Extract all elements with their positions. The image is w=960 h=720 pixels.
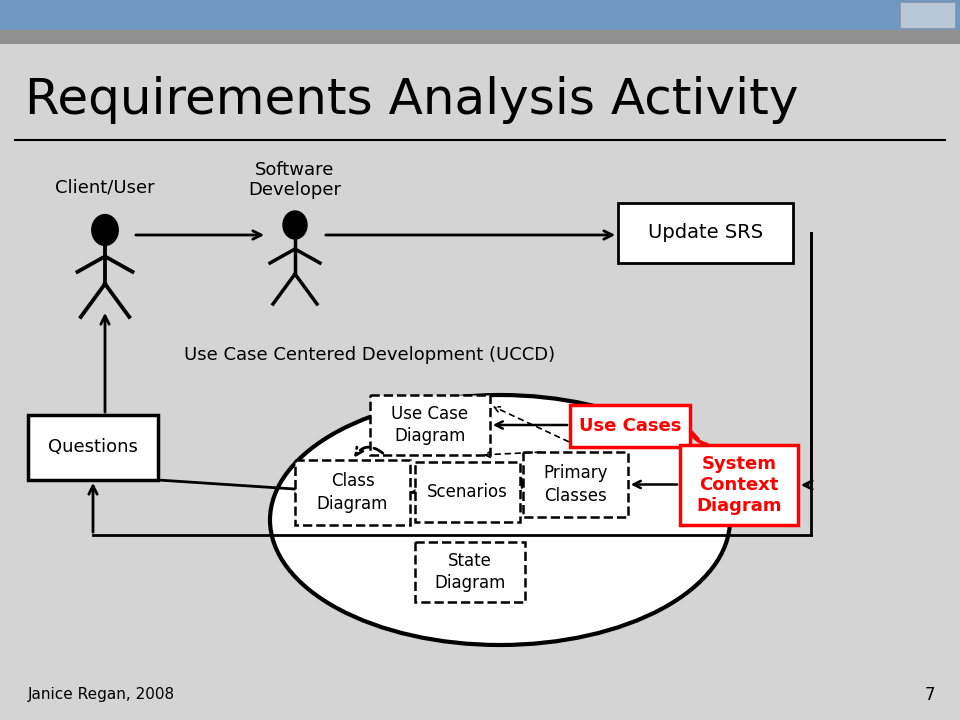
Bar bbox=[523, 452, 628, 517]
Bar bbox=[570, 405, 690, 447]
Text: Use Cases: Use Cases bbox=[579, 417, 682, 435]
Text: Questions: Questions bbox=[48, 438, 138, 456]
Bar bbox=[370, 395, 490, 455]
Text: State
Diagram: State Diagram bbox=[434, 552, 506, 592]
FancyArrowPatch shape bbox=[485, 451, 540, 457]
FancyArrowPatch shape bbox=[356, 447, 383, 455]
Text: System
Context
Diagram: System Context Diagram bbox=[696, 455, 781, 515]
Text: Use Case Centered Development (UCCD): Use Case Centered Development (UCCD) bbox=[184, 346, 556, 364]
Text: 7: 7 bbox=[924, 686, 935, 704]
Text: Update SRS: Update SRS bbox=[648, 223, 763, 243]
Text: Requirements Analysis Activity: Requirements Analysis Activity bbox=[25, 76, 799, 124]
Text: Class
Diagram: Class Diagram bbox=[317, 472, 388, 513]
Text: Scenarios: Scenarios bbox=[427, 483, 508, 501]
Bar bbox=[0, 0, 960, 30]
Bar bbox=[295, 460, 410, 525]
Bar bbox=[415, 462, 520, 522]
Bar bbox=[900, 2, 955, 28]
Ellipse shape bbox=[270, 395, 730, 645]
Bar bbox=[618, 203, 793, 263]
Ellipse shape bbox=[92, 215, 118, 246]
Text: Primary
Classes: Primary Classes bbox=[543, 464, 608, 505]
Bar bbox=[28, 415, 158, 480]
Bar bbox=[680, 445, 798, 525]
Text: Software
Developer: Software Developer bbox=[249, 161, 342, 199]
FancyArrowPatch shape bbox=[494, 407, 578, 446]
Bar bbox=[0, 30, 960, 44]
Ellipse shape bbox=[283, 211, 307, 239]
Bar bbox=[415, 542, 525, 602]
Text: Use Case
Diagram: Use Case Diagram bbox=[392, 405, 468, 445]
Text: Client/User: Client/User bbox=[55, 179, 155, 197]
Text: Janice Regan, 2008: Janice Regan, 2008 bbox=[28, 688, 175, 703]
